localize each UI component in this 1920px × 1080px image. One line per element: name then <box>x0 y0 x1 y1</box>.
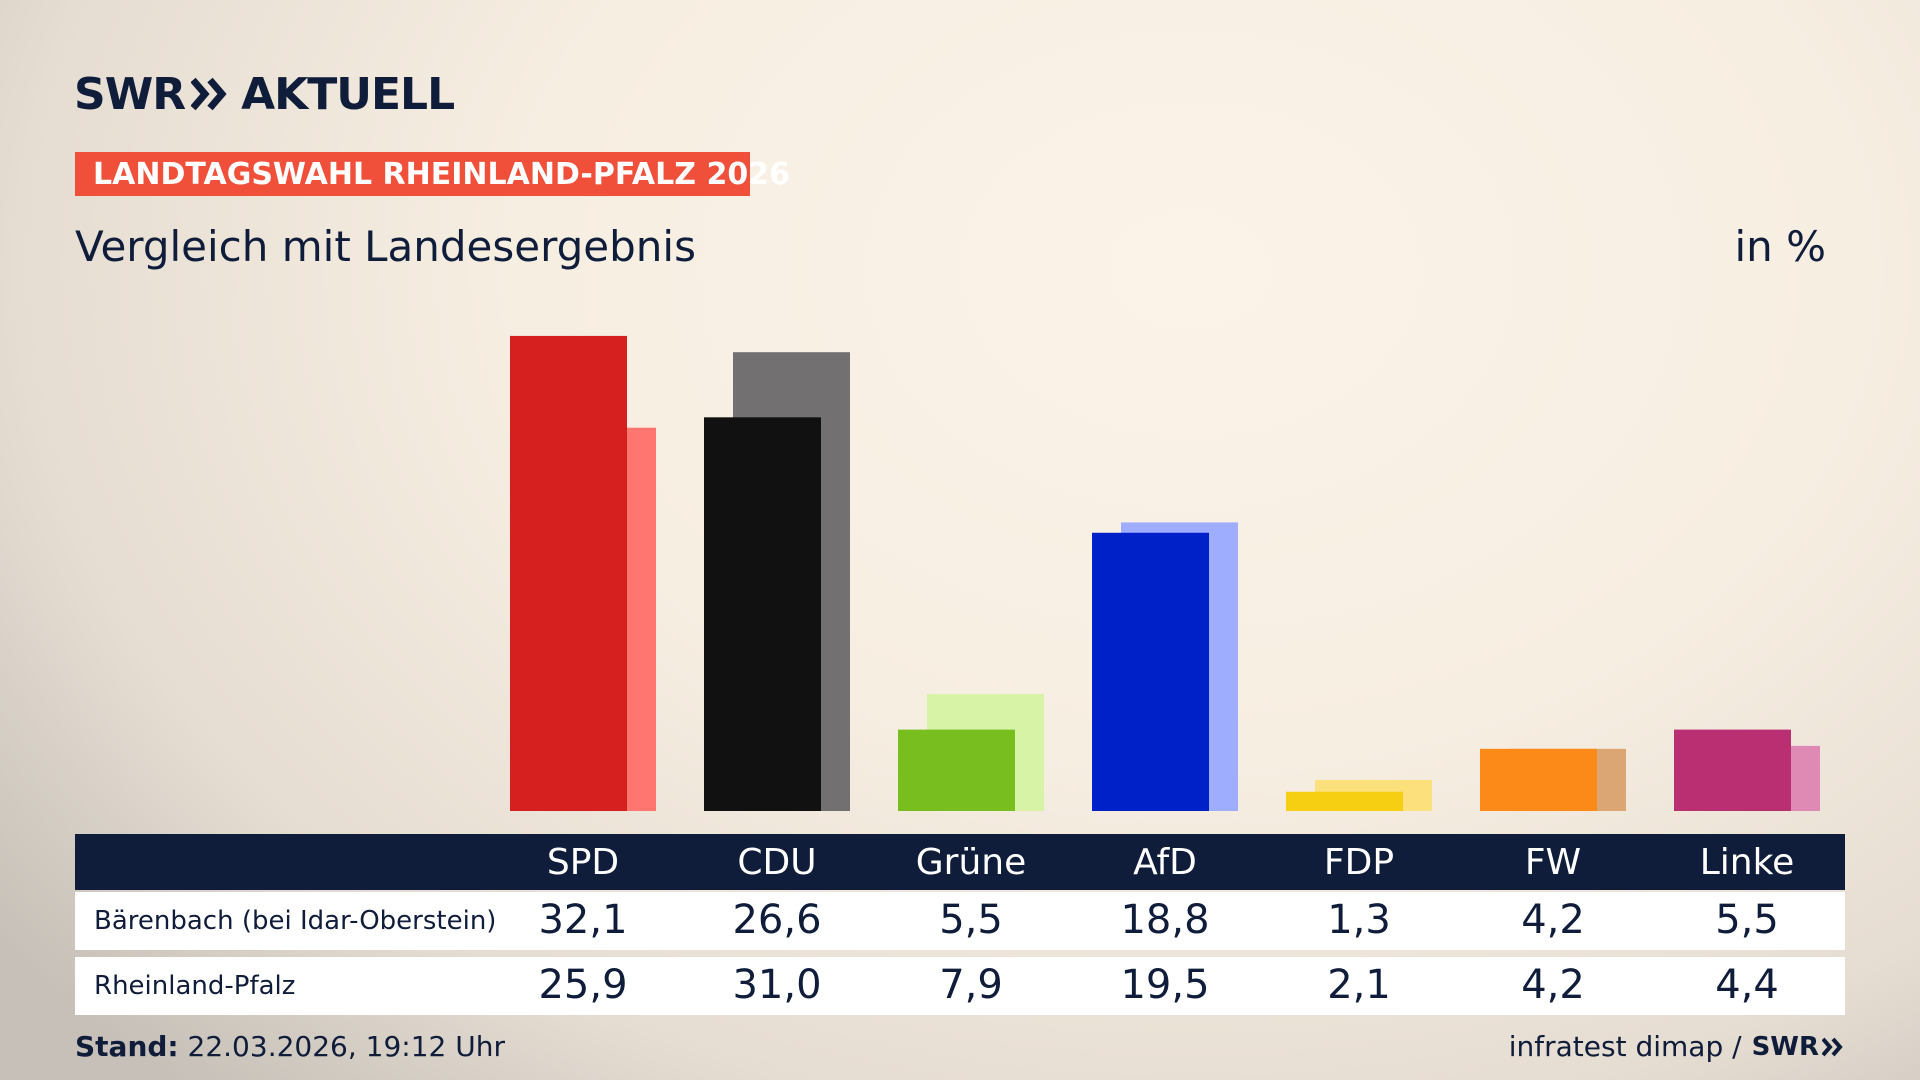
bar-local-spd <box>510 335 627 811</box>
party-label-linke: Linke <box>1699 842 1795 883</box>
swr-small-logo: SWR <box>1752 1032 1844 1062</box>
party-label-spd: SPD <box>546 842 620 883</box>
value-cell: 4,4 <box>1715 962 1779 1008</box>
value-cell: 31,0 <box>732 962 822 1008</box>
double-chevron-icon <box>191 77 227 111</box>
row-label-local: Bärenbach (bei Idar-Oberstein) <box>94 906 497 936</box>
logo-swr-text: SWR <box>74 68 186 120</box>
table-header: SPD CDU Grüne AfD FDP FW Linke <box>75 834 1845 890</box>
value-cell: 1,3 <box>1327 897 1391 943</box>
election-kicker: LANDTAGSWAHL RHEINLAND-PFALZ 2026 <box>75 152 790 196</box>
unit-label: in % <box>1734 222 1826 271</box>
table-row: Rheinland-Pfalz 25,9 31,0 7,9 19,5 2,1 4,2 4,4 <box>75 957 1845 1015</box>
source-credit: infratest dimap / SWR <box>1509 1030 1844 1063</box>
bar-chart <box>510 335 1820 811</box>
value-cell: 19,5 <box>1120 962 1210 1008</box>
row-label-state: Rheinland-Pfalz <box>94 971 296 1001</box>
bar-local-fdp <box>1286 791 1403 811</box>
logo-aktuell-text: AKTUELL <box>241 68 455 120</box>
bar-local-cdu <box>704 417 821 811</box>
party-label-fdp: FDP <box>1323 842 1395 883</box>
double-chevron-small-icon <box>1822 1037 1843 1056</box>
bar-local-linke <box>1674 729 1791 811</box>
party-label-fw: FW <box>1524 842 1582 883</box>
value-cell: 32,1 <box>538 897 628 943</box>
table-row: Bärenbach (bei Idar-Oberstein) 32,1 26,6 5… <box>75 892 1845 950</box>
party-label-grüne: Grüne <box>915 842 1027 883</box>
chart-subtitle: Vergleich mit Landesergebnis <box>75 222 696 271</box>
value-cell: 2,1 <box>1327 962 1391 1008</box>
bar-local-grüne <box>898 729 1015 811</box>
value-cell: 5,5 <box>939 897 1003 943</box>
stand-value: 22.03.2026, 19:12 Uhr <box>187 1030 505 1063</box>
timestamp: Stand: 22.03.2026, 19:12 Uhr <box>75 1030 505 1063</box>
value-cell: 26,6 <box>732 897 822 943</box>
swr-small-logo-text: SWR <box>1751 1031 1819 1062</box>
source-text: infratest dimap / <box>1508 1030 1742 1063</box>
value-cell: 5,5 <box>1715 897 1779 943</box>
value-cell: 4,2 <box>1521 962 1585 1008</box>
party-label-afd: AfD <box>1133 842 1197 883</box>
value-cell: 4,2 <box>1521 897 1585 943</box>
stand-label: Stand: <box>75 1030 179 1063</box>
bar-local-afd <box>1092 532 1209 811</box>
value-cell: 7,9 <box>939 962 1003 1008</box>
value-cell: 18,8 <box>1120 897 1210 943</box>
swr-aktuell-logo: SWR AKTUELL <box>74 68 455 120</box>
value-cell: 25,9 <box>538 962 628 1008</box>
bar-local-fw <box>1480 748 1597 811</box>
party-label-cdu: CDU <box>737 842 817 883</box>
